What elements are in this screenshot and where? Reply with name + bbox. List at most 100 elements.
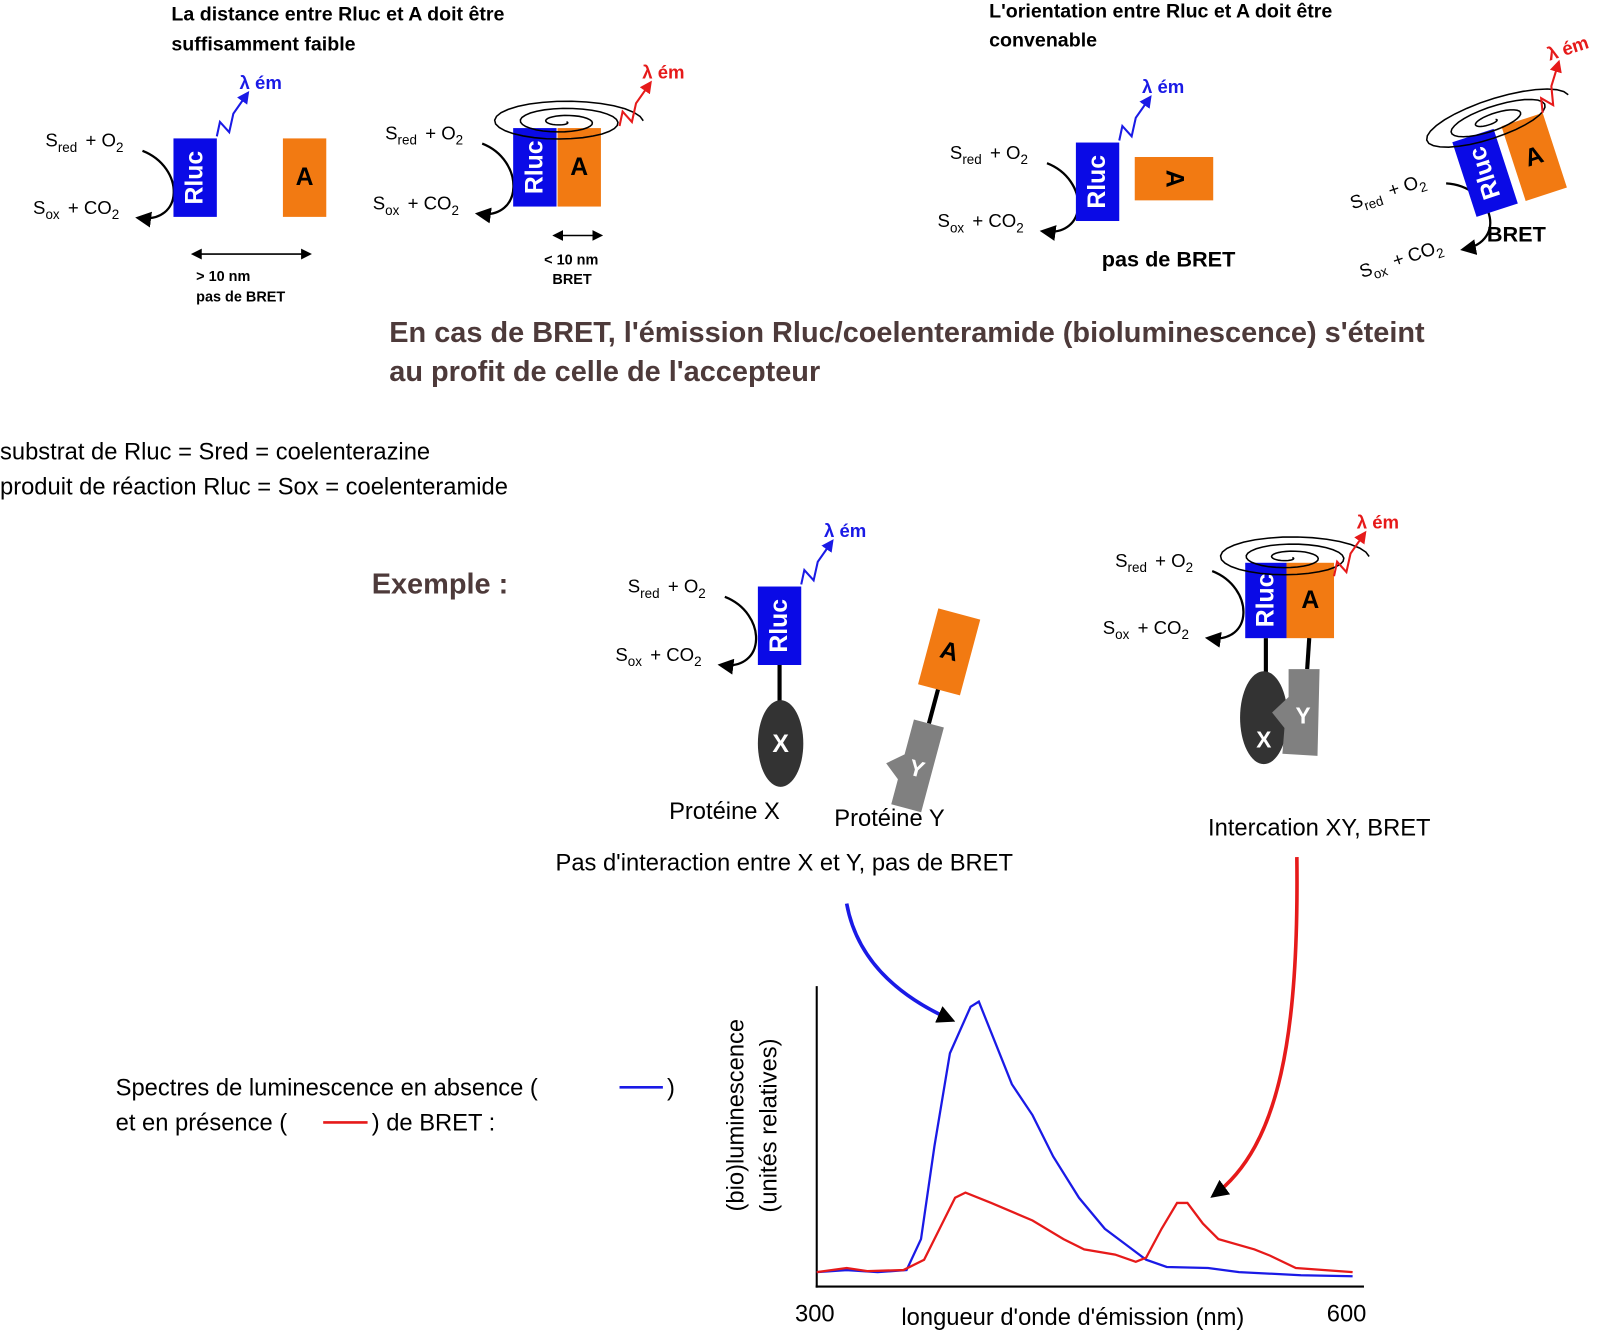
reaction: Sred + O2 [950,142,1028,167]
distance-label: > 10 nm [196,269,250,285]
linker [926,689,940,724]
acceptor [918,608,981,696]
axis-label: 600 [1327,1302,1367,1328]
reaction-part: + O [990,142,1020,163]
reaction-part: ox [45,207,59,222]
reaction-part: red [1362,193,1385,213]
rluc [1075,142,1120,222]
reaction: Sred + O2 [385,122,463,147]
reaction: Sox+ CO2 [373,193,459,218]
reaction-part: 2 [1435,245,1447,262]
title: La distance entre Rluc et A doit être [171,4,504,26]
rluc [173,138,217,217]
legend-text: Spectres de luminescence en absence ( [116,1076,538,1102]
conclusion: En cas de BRET, l'émission Rluc/coelente… [389,317,1425,349]
emission-arrow [618,80,652,127]
reaction-part: 2 [694,654,701,669]
reaction: Sox+ CO2 [1357,235,1447,286]
axis-title: (unités relatives) [756,1038,782,1212]
title: convenable [989,30,1097,52]
reaction-part: + CO [972,210,1016,231]
reaction-part: + CO [650,644,694,665]
reaction: Sox+ CO2 [1103,617,1189,642]
reaction-part: + O [1385,171,1420,200]
protein-x-label: X [1256,726,1271,752]
protein-y [886,719,944,813]
reaction-part: red [1128,560,1147,575]
reaction: Sox+ CO2 [615,644,701,669]
axis-title: (bio)luminescence [723,1019,749,1212]
spiral [1219,536,1370,576]
protein-label: Protéine Y [834,806,945,832]
rluc-label: Rluc [521,140,548,194]
reaction: Sred + O2 [628,576,706,601]
group: AY [886,608,981,813]
spectrum [816,999,1353,1278]
reaction-part: + O [425,122,455,143]
pointer-arrow [844,903,956,1023]
reaction: Sred + O2 [1115,550,1193,575]
reaction-part: + O [1155,550,1185,571]
protein-y [1272,669,1320,756]
reaction-part: S [1347,189,1365,213]
reaction-arrow [717,595,758,675]
reaction-part: S [373,193,385,214]
emission-arrow [1539,59,1562,114]
reaction-part: 2 [112,207,119,222]
reaction-part: S [628,576,640,597]
reaction-part: 2 [456,133,463,148]
rluc [1452,128,1518,217]
spiral [1425,88,1569,148]
emission-label: λ ém [642,62,684,83]
reaction-part: S [45,130,57,151]
legend-text: ) de BRET : [372,1111,496,1137]
emission-label: λ ém [1142,76,1184,97]
definition: produit de réaction Rluc = Sox = coelent… [0,475,508,501]
reaction-part: + CO [1138,617,1182,638]
acceptor [1286,562,1335,639]
reaction-part: + O [85,130,115,151]
acceptor-label: A [1301,587,1319,614]
protein-y-label: Y [1295,703,1310,729]
legend-text: ) [667,1076,675,1102]
reaction-part: ox [385,203,399,218]
reaction-arrow [135,149,175,228]
reaction-part: S [1115,550,1127,571]
reaction-part: 2 [1020,152,1027,167]
title: L'orientation entre Rluc et A doit être [989,1,1332,23]
pointer-arrow [1210,857,1299,1198]
rluc [757,586,802,665]
reaction-arrow [1039,162,1080,241]
acceptor [557,128,601,207]
rluc-label: Rluc [766,599,793,653]
reaction-part: red [58,140,77,155]
definition: substrat de Rluc = Sred = coelenterazine [0,440,430,466]
rluc [513,128,557,207]
reaction-part: ox [950,220,964,235]
reaction-part: 2 [116,140,123,155]
axis-label: 300 [795,1302,835,1328]
group: Sred + O2 Sox + CO2 Rluc λ ém X [615,520,866,787]
emission-label: λ ém [824,520,866,541]
reaction-part: 2 [1418,179,1430,196]
protein-x [1240,671,1288,765]
acceptor-label: A [1160,170,1187,188]
reaction-part: S [615,644,627,665]
emission-label: λ ém [1544,31,1591,64]
protein-x-label: X [772,731,789,758]
reaction-part: red [962,152,981,167]
protein-label: Protéine X [669,799,780,825]
reaction-arrow [1446,182,1492,255]
reaction-part: 2 [1016,220,1023,235]
protein-y-label: Y [906,754,927,783]
spectrum [816,1191,1353,1274]
rluc-label: Rluc [1084,155,1111,209]
distance-label: < 10 nm [544,252,598,268]
reaction-part: + CO [408,193,452,214]
distance-label: BRET [552,272,591,288]
